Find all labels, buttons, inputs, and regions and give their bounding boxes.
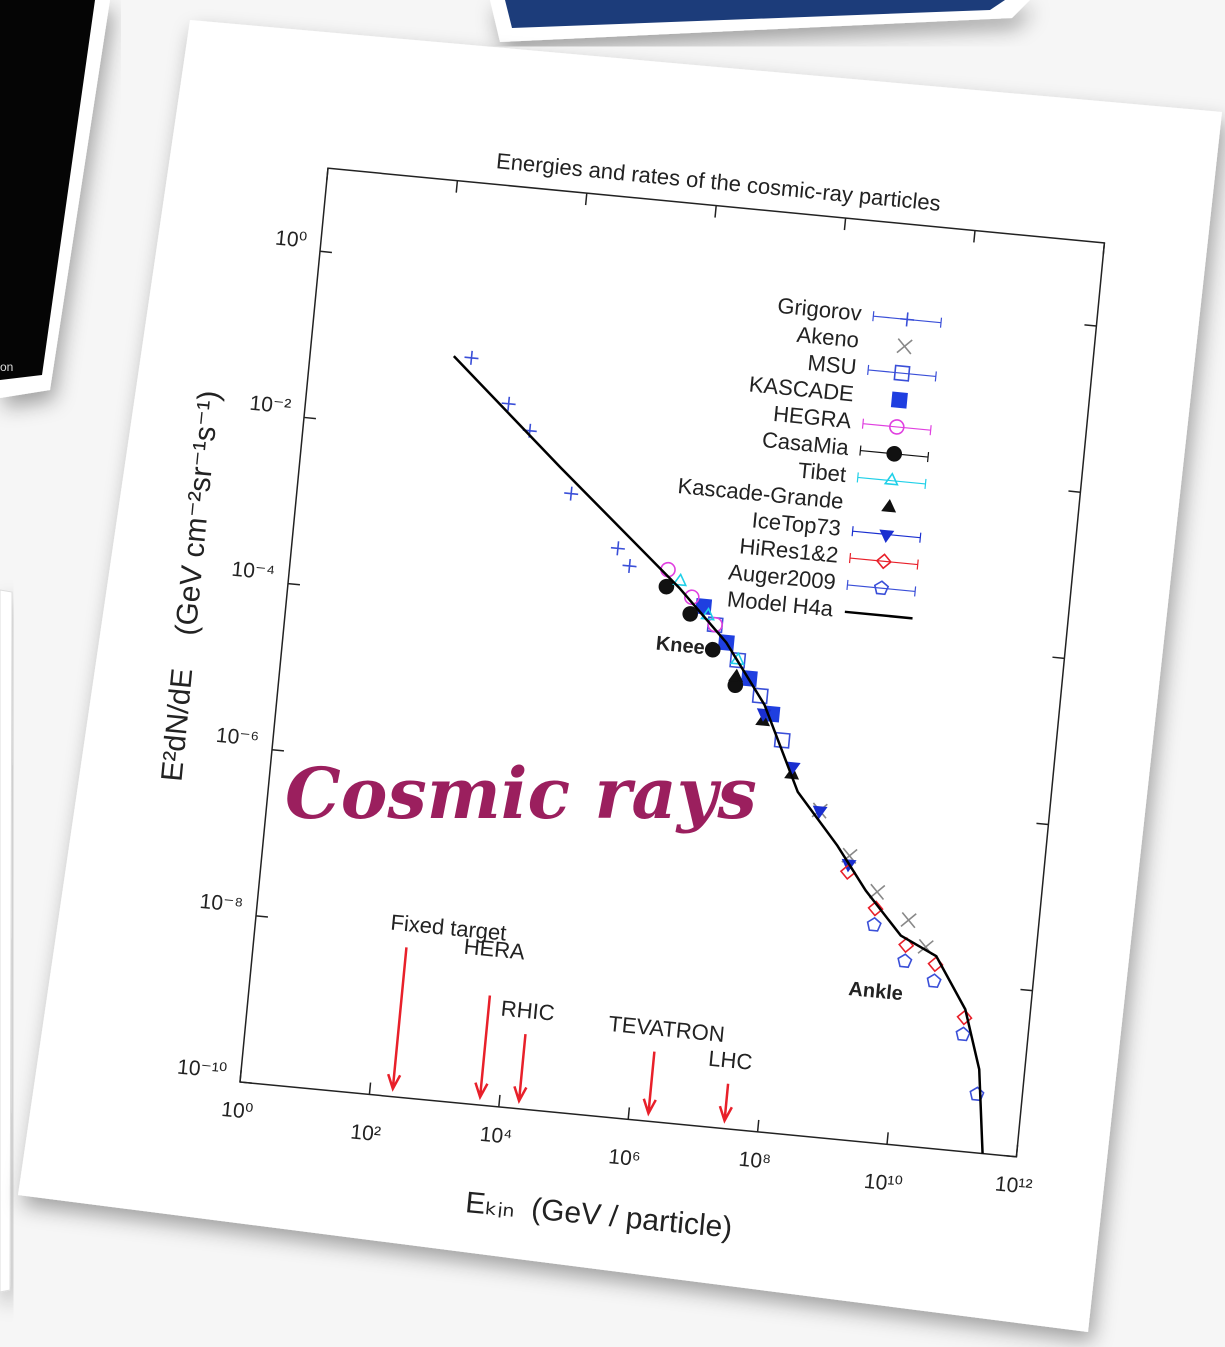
x-tick-label: 10²: [349, 1120, 381, 1146]
x-tick-label: 10¹²: [994, 1172, 1033, 1198]
legend-sample: [887, 446, 902, 461]
y-tick-label: 10⁻⁶: [215, 724, 260, 751]
legend-sample: [892, 392, 907, 407]
legend-label: Tibet: [797, 458, 847, 487]
y-tick-label: 10⁻⁸: [199, 890, 244, 917]
back-photo-caption: on: [0, 360, 13, 374]
x-tick-label: 10⁴: [479, 1123, 513, 1149]
x-tick-label: 10⁸: [738, 1148, 772, 1174]
y-tick-label: 10⁻²: [249, 392, 292, 419]
data-point: [705, 642, 720, 657]
y-tick-label: 10⁻⁴: [231, 558, 276, 585]
x-tick-label: 10⁶: [607, 1145, 641, 1171]
y-tick-label: 10⁻¹⁰: [176, 1056, 228, 1084]
arrow-label: LHC: [707, 1046, 753, 1075]
y-tick-label: 10⁰: [274, 227, 308, 253]
overlay-title: Cosmic rays: [285, 752, 757, 835]
arrow-label: RHIC: [500, 996, 556, 1026]
annotation: Knee: [655, 633, 706, 660]
x-tick-label: 10⁰: [220, 1098, 254, 1124]
legend-label: MSU: [806, 350, 857, 380]
side-photo-frame: [0, 590, 12, 1292]
x-tick-label: 10¹⁰: [863, 1170, 904, 1197]
page: on Energies and rates of the cosmic-ray …: [0, 0, 1225, 1347]
